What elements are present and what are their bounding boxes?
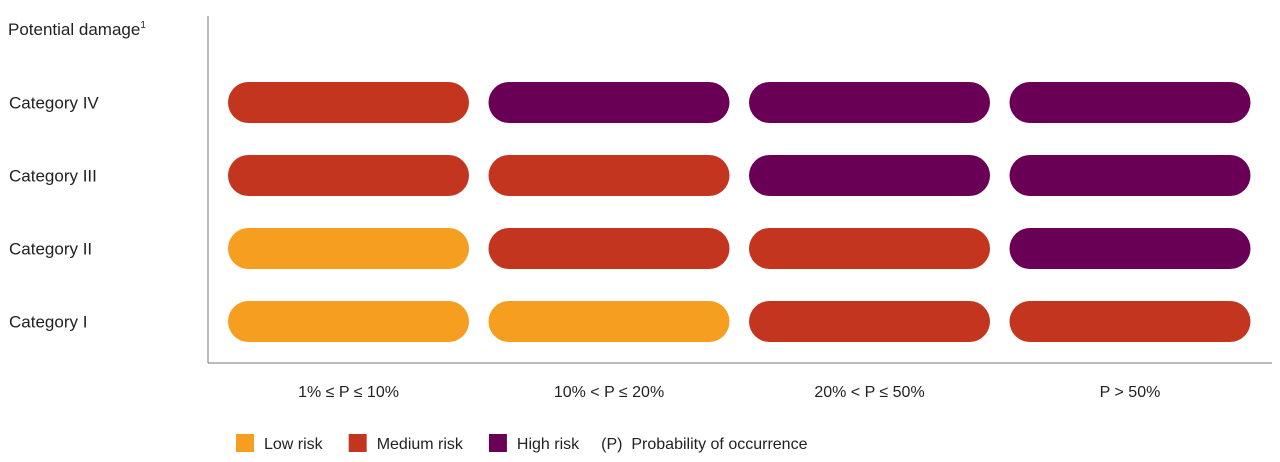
- legend-swatch-medium-risk: [348, 434, 367, 452]
- row-label-category-iii: Category III: [9, 167, 97, 186]
- legend-swatch-high-risk: [488, 434, 507, 452]
- cell-category-iii-col-3-high-risk: [749, 155, 990, 196]
- cell-category-ii-col-4-high-risk: [1009, 228, 1251, 269]
- cell-category-ii-col-2-medium-risk: [488, 228, 730, 269]
- cell-category-ii-col-3-medium-risk: [749, 228, 990, 269]
- row-label-category-ii: Category II: [9, 240, 92, 259]
- row-label-category-iv: Category IV: [9, 94, 99, 113]
- column-label-3: 20% < P ≤ 50%: [814, 384, 924, 401]
- cell-category-iv-col-2-high-risk: [488, 82, 730, 123]
- cell-category-iii-col-4-high-risk: [1009, 155, 1251, 196]
- legend: Low risk Medium risk High risk (P) Probabil…: [236, 434, 808, 453]
- cell-category-i-col-3-medium-risk: [749, 301, 990, 342]
- cell-category-ii-col-1-low-risk: [228, 228, 469, 269]
- legend-label-medium-risk: Medium risk: [377, 436, 464, 453]
- cell-category-iii-col-1-medium-risk: [228, 155, 469, 196]
- row-label-category-i: Category I: [9, 313, 87, 332]
- column-label-1: 1% ≤ P ≤ 10%: [298, 384, 399, 401]
- cell-category-i-col-1-low-risk: [228, 301, 469, 342]
- cell-category-i-col-2-low-risk: [488, 301, 730, 342]
- cell-category-i-col-4-medium-risk: [1009, 301, 1251, 342]
- y-axis-title: Potential damage1: [8, 20, 146, 39]
- cell-category-iv-col-3-high-risk: [749, 82, 990, 123]
- legend-probability-note: (P) Probability of occurrence: [601, 436, 807, 453]
- cell-category-iv-col-4-high-risk: [1009, 82, 1251, 123]
- cell-category-iv-col-1-medium-risk: [228, 82, 469, 123]
- column-label-4: P > 50%: [1100, 384, 1161, 401]
- legend-swatch-low-risk: [236, 434, 254, 452]
- cell-category-iii-col-2-medium-risk: [488, 155, 730, 196]
- column-label-2: 10% < P ≤ 20%: [554, 384, 664, 401]
- legend-label-low-risk: Low risk: [264, 436, 324, 453]
- column-labels: 1% ≤ P ≤ 10% 10% < P ≤ 20% 20% < P ≤ 50% P …: [298, 384, 1160, 401]
- row-labels: Category IV Category III Category II Catego…: [9, 94, 99, 332]
- legend-label-high-risk: High risk: [517, 436, 580, 453]
- risk-cells: [228, 82, 1251, 342]
